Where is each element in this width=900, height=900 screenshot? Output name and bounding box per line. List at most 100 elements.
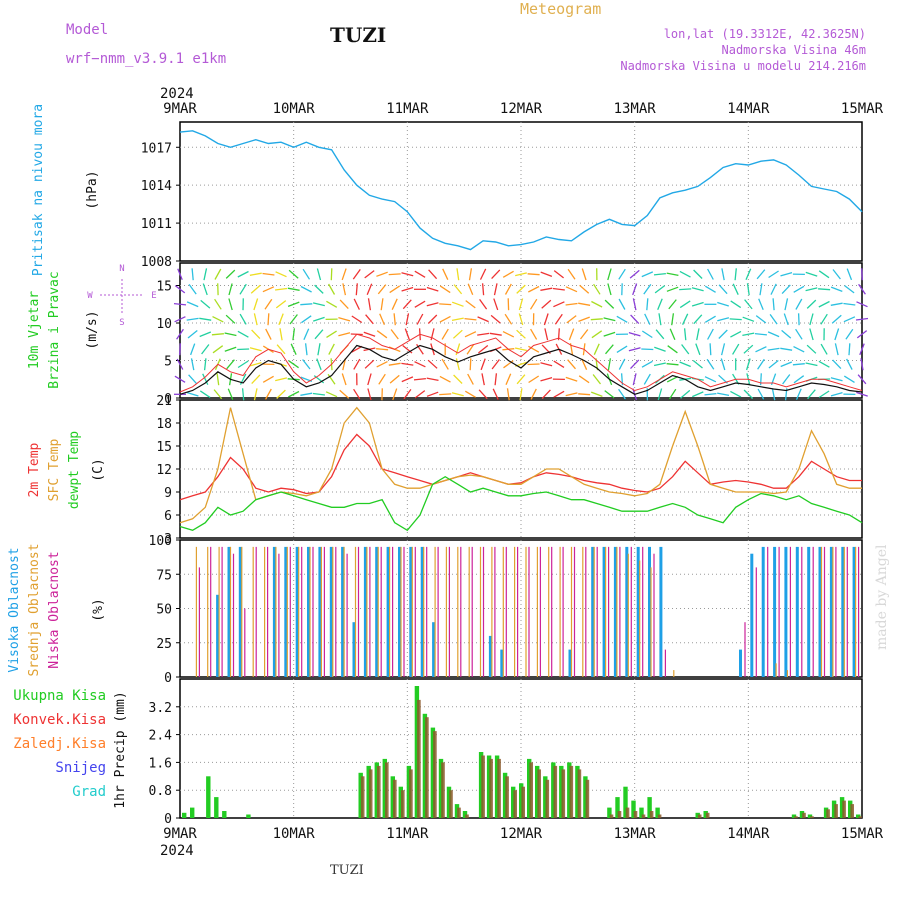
cloud-side-label: Niska Oblacnost: [47, 551, 62, 668]
wind-arrow: [743, 344, 754, 354]
precip-unit-label: 1hr Precip (mm): [113, 691, 128, 808]
wind-arrow: [505, 373, 512, 386]
wind-arrow: [502, 331, 515, 338]
wind-arrow: [543, 313, 549, 326]
total-precip-bar: [511, 786, 516, 818]
total-precip-bar: [823, 807, 829, 818]
wind-arrow: [730, 300, 742, 309]
wind-arrow: [367, 298, 372, 311]
conv-precip-bar: [577, 769, 582, 818]
wind-arrow: [353, 388, 361, 400]
high-cloud-bar: [216, 594, 220, 677]
wind-arrow: [818, 270, 830, 279]
wind-arrow: [530, 388, 537, 400]
total-precip-bar: [462, 811, 468, 818]
high-cloud-bar: [420, 546, 424, 677]
wind-arrow: [518, 298, 524, 311]
wind-arrow: [292, 328, 296, 341]
high-cloud-bar: [409, 546, 413, 677]
wind-arrow: [469, 358, 472, 371]
wind-arrow: [264, 298, 273, 310]
conv-precip-bar: [521, 786, 525, 818]
wind-arrow: [792, 363, 805, 366]
wind-arrow: [657, 388, 663, 401]
wind-arrow: [216, 373, 220, 386]
wind-arrow: [565, 302, 578, 306]
total-precip-bar: [583, 776, 588, 818]
wind-arrow: [367, 388, 372, 401]
conv-precip-bar: [641, 814, 646, 818]
wind-arrow: [618, 358, 626, 370]
wind-arrow: [301, 315, 312, 324]
wind-arrow: [718, 284, 728, 295]
total-precip-bar: [839, 797, 845, 818]
wind-arrow: [267, 313, 270, 326]
conv-precip-bar: [537, 769, 541, 818]
wind-arrow: [641, 360, 653, 368]
y-tick-label: 0: [164, 392, 172, 407]
wind-arrow: [679, 288, 692, 291]
wind-arrow: [176, 358, 184, 370]
wind-arrow: [401, 272, 414, 277]
conv-precip-bar: [529, 762, 533, 818]
wind-arrow: [202, 373, 209, 385]
wind-arrow: [316, 358, 322, 371]
wind-arrow: [239, 283, 247, 295]
conv-precip-bar: [497, 758, 501, 818]
wind-arrow: [581, 358, 588, 370]
wind-arrow: [364, 359, 375, 369]
total-precip-bar: [519, 783, 524, 819]
wind-arrow: [316, 268, 322, 281]
compass-south: S: [119, 318, 124, 328]
conv-precip-bar: [850, 804, 854, 818]
wind-arrow: [413, 377, 426, 381]
wind-arrow: [428, 269, 438, 280]
wind-arrow: [275, 377, 288, 382]
wind-arrow: [514, 347, 528, 352]
wind-arrow: [518, 313, 524, 326]
wind-arrow: [553, 390, 565, 398]
wind-arrow: [262, 375, 274, 383]
wind-arrow: [442, 268, 449, 280]
high-cloud-bar: [329, 546, 333, 677]
pressure-unit-label: (hPa): [85, 170, 100, 209]
wind-arrow: [528, 285, 540, 293]
wind-arrow: [224, 346, 237, 352]
temp-unit-label: (C): [91, 458, 106, 481]
wind-arrow: [742, 316, 755, 322]
high-cloud-bar: [636, 546, 640, 677]
wind-arrow: [464, 331, 477, 338]
wind-arrow: [264, 388, 272, 400]
wind-arrow: [783, 313, 789, 326]
high-cloud-bar: [591, 546, 595, 677]
wind-arrow: [439, 315, 451, 323]
wind-arrow: [414, 361, 426, 368]
wind-arrow: [616, 345, 628, 353]
wind-arrow: [416, 343, 424, 355]
wind-arrow: [732, 283, 739, 295]
wind-arrow: [173, 302, 187, 306]
wind-arrow: [630, 314, 640, 325]
wind-arrow: [455, 358, 460, 371]
wind-arrow: [632, 283, 638, 296]
wind-arrow: [554, 313, 563, 325]
wind-arrow: [680, 389, 691, 399]
total-precip-bar: [559, 765, 564, 818]
wind-arrow: [692, 359, 703, 369]
wind-arrow: [300, 303, 313, 306]
y-tick-label: 10: [156, 317, 172, 332]
wind-arrow: [477, 316, 489, 323]
wind-arrow: [174, 316, 186, 323]
wind-arrow: [797, 313, 800, 326]
total-precip-bar: [206, 776, 211, 818]
wind-arrow: [793, 375, 805, 384]
y-tick-label: 9: [164, 486, 172, 501]
y-tick-label: 3: [164, 532, 172, 547]
total-precip-bar: [438, 758, 444, 818]
total-precip-bar: [567, 762, 572, 818]
wind-arrow: [809, 313, 814, 326]
wind-arrow: [771, 388, 776, 401]
total-precip-bar: [535, 765, 540, 818]
total-precip-bar: [486, 755, 492, 818]
wind-arrow: [389, 285, 401, 294]
